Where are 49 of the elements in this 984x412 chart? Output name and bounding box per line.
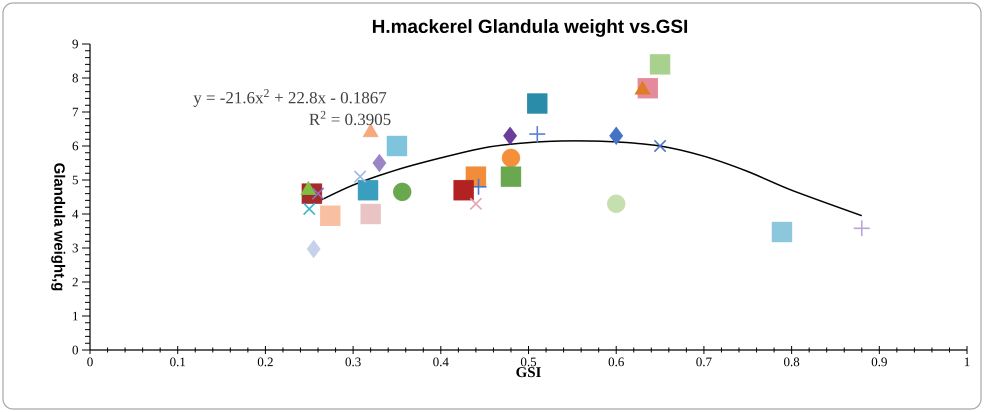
point: [372, 154, 386, 172]
point: [528, 125, 546, 143]
x-tick-label: 0.1: [170, 358, 186, 366]
point: [852, 219, 871, 238]
point: [312, 187, 324, 200]
y-tick-label: 6: [72, 142, 78, 150]
x-tick-label: 1: [964, 358, 970, 366]
y-tick-label: 4: [72, 210, 78, 218]
point: [306, 240, 321, 258]
point: [354, 170, 367, 184]
point: [609, 126, 624, 146]
x-tick-label: 0.7: [696, 358, 712, 366]
point: [503, 126, 518, 146]
y-axis-title: Glandula weight,g: [51, 163, 66, 290]
y-tick-label: 0: [72, 346, 78, 354]
point: [650, 54, 670, 75]
point: [358, 180, 378, 200]
point: [527, 93, 548, 114]
point: [502, 148, 520, 168]
point: [469, 197, 482, 210]
x-tick-label: 0.5: [520, 358, 536, 366]
point: [360, 204, 381, 224]
y-tick-label: 7: [72, 108, 78, 116]
point: [386, 136, 408, 156]
y-tick-label: 9: [72, 40, 78, 48]
x-tick-label: 0: [87, 358, 93, 366]
x-axis-title: GSI: [516, 367, 541, 378]
point: [654, 140, 667, 152]
annotation: R$^{2}$ = 0.3905: [309, 110, 390, 126]
point: [772, 222, 792, 242]
point: [453, 180, 474, 200]
point: [320, 206, 341, 226]
x-tick-label: 0.2: [258, 358, 273, 366]
y-tick-label: 8: [72, 74, 78, 82]
x-tick-label: 0.4: [433, 358, 449, 366]
point: [607, 194, 626, 214]
point: [500, 166, 522, 187]
y-tick-label: 5: [72, 176, 78, 184]
y-tick-label: 3: [72, 244, 78, 252]
chart-title: H.mackerel Glandula weight vs.GSI: [372, 19, 688, 37]
y-tick-label: 2: [72, 278, 78, 286]
x-tick-label: 0.9: [872, 358, 887, 366]
x-tick-label: 0.3: [346, 358, 361, 366]
y-tick-label: 1: [73, 312, 78, 320]
annotation: y = -21.6x$^{2}$ + 22.8x - 0.1867: [193, 89, 386, 107]
point: [393, 182, 412, 202]
x-tick-label: 0.6: [608, 358, 624, 366]
x-tick-label: 0.8: [784, 358, 800, 366]
point: [302, 202, 316, 216]
